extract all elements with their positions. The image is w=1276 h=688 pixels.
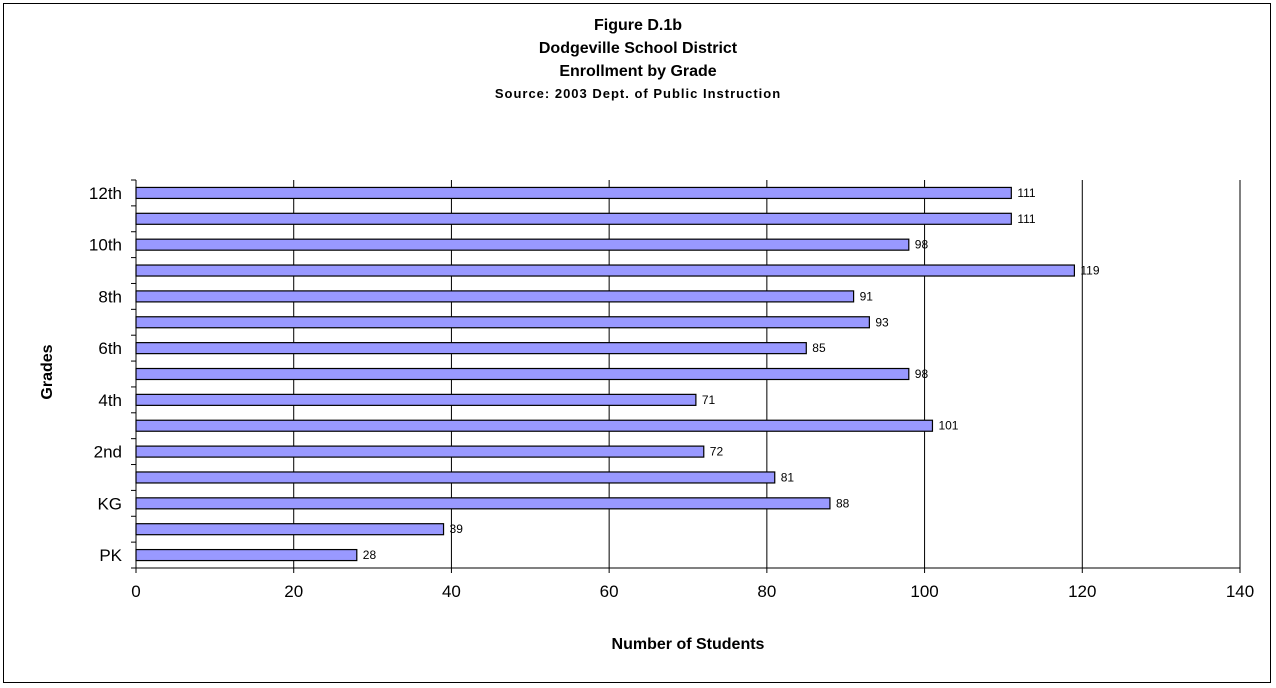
x-tick-label: 20 (284, 582, 303, 601)
x-tick-label: 60 (600, 582, 619, 601)
data-label: 71 (702, 393, 716, 407)
data-label: 101 (938, 419, 958, 433)
x-tick-label: 80 (757, 582, 776, 601)
y-tick-label: KG (97, 494, 122, 513)
axes (131, 179, 1241, 573)
data-label: 72 (710, 445, 724, 459)
bar (135, 497, 831, 510)
x-tick-labels: 0 20 40 60 80 100 120 140 (131, 582, 1254, 601)
chart-titles: Figure D.1b Dodgeville School District E… (0, 14, 1276, 105)
data-label: 119 (1080, 264, 1099, 278)
bar (135, 186, 1012, 200)
data-label: 85 (812, 341, 826, 355)
data-label: 111 (1017, 212, 1036, 226)
y-tick-label: 12th (89, 184, 122, 203)
data-label: 91 (860, 289, 874, 303)
y-tick-label: 4th (98, 391, 122, 410)
bar (135, 471, 776, 484)
bars (135, 186, 1076, 562)
bar (135, 212, 1012, 225)
data-label: 93 (875, 315, 889, 329)
x-tick-label: 120 (1068, 582, 1096, 601)
data-label: 81 (781, 470, 795, 484)
y-tick-label: 8th (98, 287, 122, 306)
x-tick-label: 40 (442, 582, 461, 601)
data-label: 98 (915, 367, 929, 381)
bar (135, 419, 934, 432)
x-tick-label: 0 (131, 582, 140, 601)
data-label: 88 (836, 496, 850, 510)
bar (135, 548, 358, 562)
bar (135, 445, 705, 458)
chart-title: Figure D.1b (593, 17, 682, 34)
chart-source: Source: 2003 Dept. of Public Instruction (494, 86, 782, 101)
y-tick-label: 6th (98, 339, 122, 358)
data-label: 111 (1017, 186, 1036, 200)
x-tick-label: 100 (910, 582, 938, 601)
bar (135, 523, 445, 536)
y-tick-label: 10th (89, 236, 122, 255)
bar (135, 238, 910, 251)
y-tick-labels: 12th 10th 8th 6th 4th 2nd KG PK (89, 184, 123, 565)
y-axis-title: Grades (39, 344, 56, 399)
bar (135, 393, 697, 406)
x-axis-title: Number of Students (612, 636, 765, 653)
bar (135, 367, 910, 381)
data-label: 98 (915, 238, 929, 252)
x-tick-label: 140 (1226, 582, 1254, 601)
chart-subtitle-enrollment: Enrollment by Grade (559, 63, 717, 80)
data-label: 28 (363, 548, 377, 562)
y-tick-label: 2nd (94, 443, 122, 462)
bar (135, 264, 1076, 277)
bar (135, 290, 855, 303)
chart-subtitle-district: Dodgeville School District (538, 40, 738, 57)
bar (135, 342, 807, 355)
bar (135, 316, 870, 329)
y-tick-label: PK (99, 546, 122, 565)
data-label: 39 (450, 522, 464, 536)
